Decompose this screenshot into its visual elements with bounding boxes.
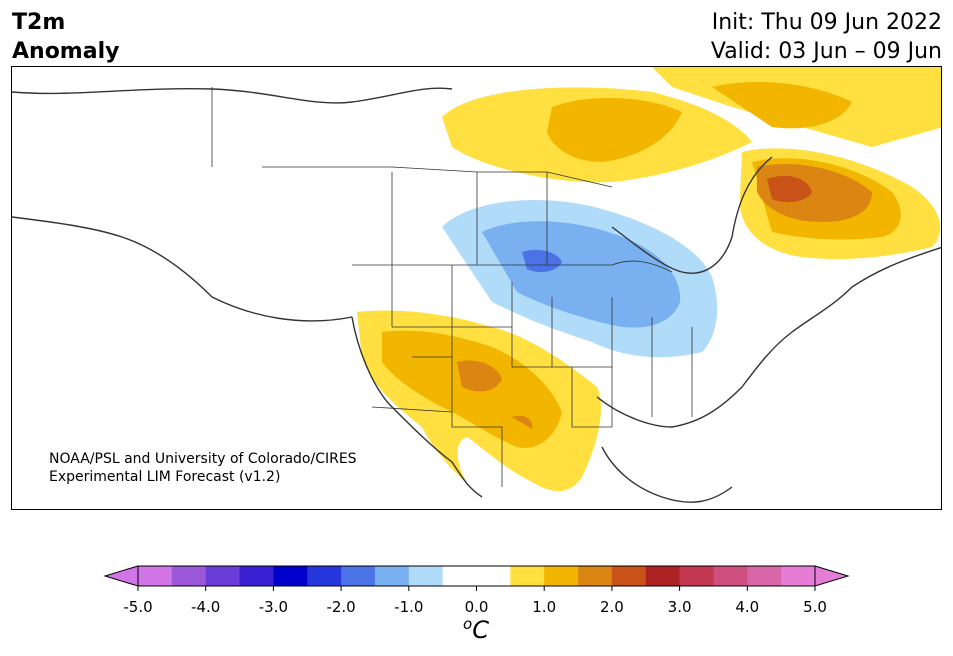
colorbar-tick-label: -1.0 — [394, 598, 424, 616]
init-date: Init: Thu 09 Jun 2022 — [711, 10, 942, 35]
colorbar-cell — [747, 566, 782, 586]
colorbar-cell — [476, 566, 511, 586]
unit-degree-mark: o — [463, 615, 473, 633]
valid-range: Valid: 03 Jun – 09 Jun — [710, 39, 942, 64]
colorbar-cell — [273, 566, 308, 586]
map-title: T2m Anomaly — [12, 8, 119, 66]
colorbar-under-extension — [103, 565, 139, 587]
colorbar-cell — [374, 566, 410, 586]
colorbar-cell — [645, 566, 681, 586]
colorbar-over-extension — [814, 565, 850, 587]
colorbar — [103, 565, 850, 591]
colorbar-cell — [544, 566, 579, 586]
colorbar-tick-label: 2.0 — [599, 598, 624, 616]
colorbar-cell — [781, 566, 816, 586]
colorbar-cell — [578, 566, 613, 586]
warm-anomaly-north-canada — [442, 67, 941, 183]
colorbar-tick-label: 4.0 — [735, 598, 760, 616]
cool-anomaly-midwest — [442, 200, 718, 358]
colorbar-tick-label: -5.0 — [123, 598, 153, 616]
colorbar-cell — [341, 566, 376, 586]
warm-anomaly-quebec — [739, 148, 941, 259]
colorbar-cell — [408, 566, 444, 586]
colorbar-tick-label: -2.0 — [326, 598, 356, 616]
colorbar-tick-label: -3.0 — [258, 598, 289, 616]
colorbar-cell — [679, 566, 714, 586]
title-anomaly: Anomaly — [12, 39, 120, 64]
unit-letter: C — [472, 616, 489, 644]
anomaly-map — [11, 66, 942, 510]
forecast-dates: Init: Thu 09 Jun 2022 Valid: 03 Jun – 09… — [711, 8, 942, 66]
colorbar-cell — [611, 566, 647, 586]
colorbar-cell — [307, 566, 342, 586]
colorbar-cells — [138, 566, 816, 586]
attribution: NOAA/PSL and University of Colorado/CIRE… — [49, 450, 357, 486]
colorbar-cell — [713, 566, 748, 586]
colorbar-tick-label: 0.0 — [464, 598, 489, 616]
colorbar-tick-label: 3.0 — [667, 598, 692, 616]
political-boundaries — [211, 87, 693, 487]
attribution-line-1: NOAA/PSL and University of Colorado/CIRE… — [49, 451, 357, 467]
colorbar-tick-label: 5.0 — [803, 598, 827, 616]
attribution-line-2: Experimental LIM Forecast (v1.2) — [49, 469, 281, 485]
colorbar-cell — [205, 566, 241, 586]
colorbar-ticks — [137, 586, 816, 591]
colorbar-cell — [442, 566, 477, 586]
colorbar-cell — [171, 566, 207, 586]
coastlines — [12, 87, 941, 503]
unit-label: oC — [463, 615, 489, 644]
colorbar-cell — [138, 566, 173, 586]
colorbar-tick-label: -4.0 — [191, 598, 221, 616]
warm-anomaly-southwest — [357, 310, 602, 492]
title-variable: T2m — [12, 10, 66, 35]
map-canvas — [12, 67, 941, 503]
colorbar-cell — [510, 566, 545, 586]
colorbar-tick-label: 1.0 — [532, 598, 557, 616]
colorbar-cell — [239, 566, 274, 586]
